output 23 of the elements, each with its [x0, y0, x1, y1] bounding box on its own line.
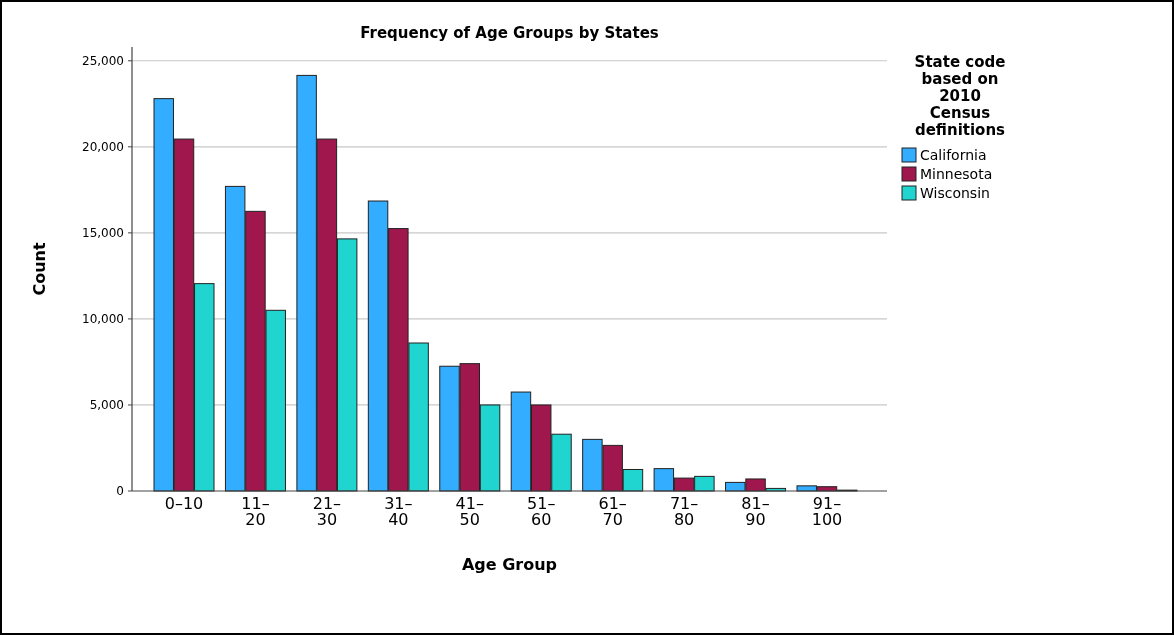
x-tick-label: 11–20	[241, 494, 270, 529]
x-tick-label: 21–30	[312, 494, 342, 529]
y-axis-title: Count	[30, 242, 49, 296]
y-tick-label: 20,000	[82, 140, 124, 155]
y-tick-label: 25,000	[82, 53, 124, 68]
y-tick-label: 15,000	[82, 226, 124, 241]
y-tick-label: 10,000	[82, 312, 124, 327]
x-tick-label: 0–10	[164, 494, 204, 513]
x-tick-label: 91–100	[811, 494, 843, 529]
y-tick-label: 0	[116, 484, 124, 499]
x-tick-label: 41–50	[455, 494, 484, 529]
legend-label: California	[920, 146, 987, 163]
y-tick-label: 5,000	[89, 398, 124, 413]
x-tick-label: 81–90	[741, 494, 770, 529]
legend-title: State code based on 2010 Census definitions	[914, 53, 1006, 139]
x-tick-label: 51–60	[527, 494, 556, 529]
chart-title: Frequency of Age Groups by States	[360, 24, 659, 42]
x-axis-title: Age Group	[461, 555, 558, 574]
legend-label: Minnesota	[920, 165, 993, 182]
x-tick-label: 31–40	[384, 494, 413, 529]
legend-label: Wisconsin	[920, 184, 990, 201]
x-tick-label: 61–70	[598, 494, 627, 529]
x-tick-label: 71–80	[669, 494, 699, 529]
